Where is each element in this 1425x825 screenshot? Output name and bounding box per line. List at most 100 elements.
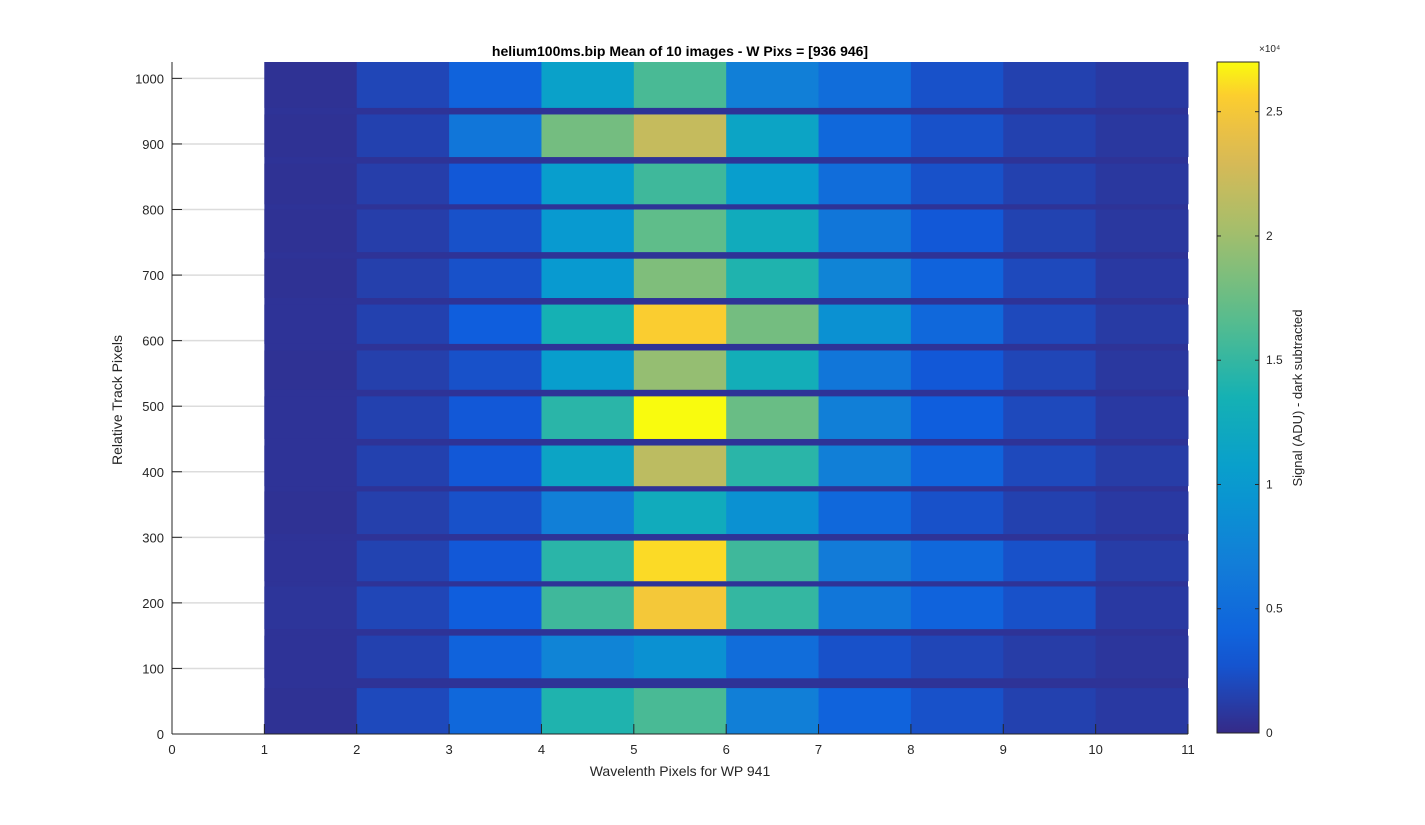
heatmap-cell [264,540,358,582]
heatmap-cell [356,304,450,344]
heatmap-cell [910,586,1004,630]
heatmap-cell [541,304,635,344]
heatmap-cell [726,350,820,390]
axes [171,62,1189,735]
heatmap-cell [633,114,727,158]
x-tick-label: 10 [1088,742,1102,757]
heatmap-cell [818,635,912,679]
chart-title: helium100ms.bip Mean of 10 images - W Pi… [492,43,868,59]
colorbar-exponent: ×10⁴ [1259,44,1280,55]
heatmap-cell [910,635,1004,679]
y-tick-label: 300 [142,530,164,545]
heatmap-cell [633,258,727,299]
heatmap-cell [541,491,635,535]
heatmap-cell [264,445,358,487]
heatmap-cell [541,62,635,108]
x-axis-label: Wavelenth Pixels for WP 941 [590,763,771,779]
heatmap-cell [1095,209,1189,253]
heatmap-cell [910,445,1004,487]
heatmap-cell [726,396,820,439]
heatmap-cell [633,350,727,390]
x-tick-label: 0 [168,742,175,757]
heatmap-cell [633,540,727,582]
colorbar-tick-label: 1 [1266,477,1273,491]
heatmap-cell [1003,304,1097,344]
heatmap-cell [449,163,542,205]
x-tick-label: 2 [353,742,360,757]
heatmap-cell [726,62,820,108]
heatmap-cell [264,635,358,679]
heatmap-cell [818,114,912,158]
heatmap-cell [1095,163,1189,205]
heatmap-cell [633,491,727,535]
y-tick-labels: 0 100 200 300 400 500 600 700 800 900 1000 [135,71,164,742]
heatmap-cell [264,163,358,205]
heatmap-cell [264,396,358,439]
heatmap-cell [1095,688,1189,734]
x-tick-label: 1 [261,742,268,757]
colorbar-label: Signal (ADU) - dark subtracted [1290,309,1305,486]
heatmap-cell [1003,445,1097,487]
heatmap-cell [356,491,450,535]
heatmap-cell [1003,62,1097,108]
heatmap-cell [726,688,820,734]
y-tick-label: 800 [142,203,164,218]
heatmap-cell [1095,114,1189,158]
heatmap-cell [541,635,635,679]
heatmap-cell [726,635,820,679]
heatmap-cell [726,491,820,535]
heatmap-cells [264,62,1189,734]
heatmap-cell [1003,163,1097,205]
heatmap-cell [356,540,450,582]
heatmap-cell [449,350,542,390]
heatmap-cell [818,209,912,253]
x-tick-label: 11 [1181,742,1195,757]
colorbar-gradient [1216,61,1260,734]
y-tick-label: 400 [142,465,164,480]
heatmap-cell [356,396,450,439]
heatmap-cell [910,163,1004,205]
heatmap-cell [1003,350,1097,390]
heatmap-cell [910,688,1004,734]
x-tick-label: 9 [1000,742,1007,757]
heatmap-cell [356,635,450,679]
heatmap-cell [449,445,542,487]
heatmap-cell [633,396,727,439]
heatmap-cell [541,209,635,253]
x-tick-label: 3 [445,742,452,757]
y-tick-label: 200 [142,596,164,611]
y-tick-label: 1000 [135,71,164,86]
heatmap-cell [818,586,912,630]
heatmap-cell [541,445,635,487]
heatmap-cell [1095,635,1189,679]
heatmap-cell [726,445,820,487]
heatmap-cell [449,688,542,734]
y-tick-label: 900 [142,137,164,152]
heatmap-cell [726,209,820,253]
y-tick-label: 600 [142,334,164,349]
heatmap-cell [1003,209,1097,253]
x-tick-labels: 0 1 2 3 4 5 6 7 8 9 10 11 [168,742,1194,757]
heatmap-cell [633,586,727,630]
heatmap-cell [633,688,727,734]
heatmap-cell [910,258,1004,299]
x-tick-label: 7 [815,742,822,757]
heatmap-cell [910,114,1004,158]
heatmap-cell [264,258,358,299]
heatmap-cell [1003,635,1097,679]
heatmap-cell [1095,540,1189,582]
heatmap-cell [356,350,450,390]
heatmap-cell [818,491,912,535]
heatmap-cell [726,163,820,205]
y-axis-label: Relative Track Pixels [109,335,125,465]
heatmap-cell [449,209,542,253]
heatmap-cell [818,304,912,344]
x-tick-label: 5 [630,742,637,757]
heatmap-cell [356,688,450,734]
heatmap-cell [1003,540,1097,582]
heatmap-cell [1095,491,1189,535]
heatmap-cell [356,62,450,108]
heatmap-cell [726,258,820,299]
heatmap-cell [356,586,450,630]
